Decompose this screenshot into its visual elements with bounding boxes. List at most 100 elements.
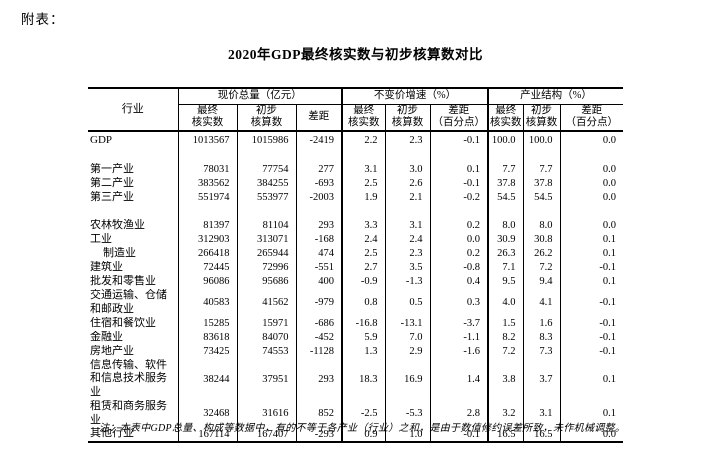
sub-header-cell: 差距 （百分点） (429, 104, 489, 132)
value-cell: 78031 (177, 163, 237, 177)
appendix-label: 附表： (21, 12, 65, 27)
value-cell: 16.5 (522, 427, 561, 442)
value-cell: 0.0 (559, 191, 624, 205)
industry-label: 第三产业 (90, 191, 134, 204)
value-cell: 3.0 (384, 163, 430, 177)
value-cell: 74553 (236, 344, 296, 359)
sub-header-cell: 差距 （百分点） (559, 104, 624, 132)
value-cell: -0.1 (559, 316, 624, 331)
sub-header-cell: 初步 核算数 (522, 104, 561, 132)
value-cell (295, 205, 342, 219)
value-cell: -5.3 (384, 399, 430, 428)
value-cell: -0.1 (559, 261, 624, 275)
value-cell: -1.6 (429, 344, 489, 359)
value-cell: 1.5 (487, 316, 524, 331)
industry-label: 制造业 (103, 247, 136, 260)
value-cell: 553977 (236, 191, 296, 205)
value-cell: 100.0 (487, 131, 524, 149)
value-cell: 2.9 (384, 344, 430, 359)
value-cell (295, 149, 342, 163)
value-cell (429, 205, 489, 219)
value-cell: -293 (295, 427, 342, 442)
value-cell: 38244 (177, 358, 237, 400)
group-header-industry-structure: 产业结构（%） (487, 88, 624, 105)
value-cell: 3.1 (341, 163, 385, 177)
value-cell: 8.0 (487, 219, 524, 233)
industry-label: GDP (90, 133, 113, 146)
table-row: 信息传输、软件和信息技术服务业 38244 37951 293 18.3 16.9 1.4 3… (88, 358, 624, 400)
value-cell: 0.0 (559, 219, 624, 233)
value-cell: 31616 (236, 399, 296, 428)
value-cell: 5.9 (341, 330, 385, 345)
value-cell: 167407 (236, 427, 296, 442)
value-cell: 2.5 (341, 177, 385, 191)
value-cell: -13.1 (384, 316, 430, 331)
value-cell: 0.2 (429, 247, 489, 261)
value-cell: 96086 (177, 275, 237, 289)
value-cell: 0.1 (559, 358, 624, 400)
value-cell: 0.4 (429, 275, 489, 289)
value-cell: 7.3 (522, 344, 561, 359)
value-cell: 81397 (177, 219, 237, 233)
value-cell: 8.0 (522, 219, 561, 233)
gdp-comparison-table-wrap: 行业 现价总量（亿元） 不变价增速（%） 产业结构（%） 最终 核实数 初步 核算… (88, 87, 624, 443)
value-cell: 8.2 (487, 330, 524, 345)
value-cell: 1.3 (341, 344, 385, 359)
value-cell: 0.0 (559, 427, 624, 442)
value-cell: 2.3 (384, 247, 430, 261)
value-cell: 7.2 (522, 261, 561, 275)
value-cell: 265944 (236, 247, 296, 261)
value-cell: -2.5 (341, 399, 385, 428)
table-row: 房地产业 73425 74553 -1128 1.3 2.9 -1.6 7.2 7.3 -0.1 (88, 344, 624, 359)
value-cell (487, 149, 524, 163)
value-cell: 0.2 (429, 219, 489, 233)
group-header-current-price-total: 现价总量（亿元） (177, 88, 342, 105)
industry-label: 建筑业 (90, 261, 123, 274)
value-cell: 2.4 (384, 233, 430, 247)
value-cell (341, 149, 385, 163)
value-cell: -1128 (295, 344, 342, 359)
value-cell: -686 (295, 316, 342, 331)
value-cell: 0.0 (559, 163, 624, 177)
value-cell: 2.3 (384, 131, 430, 149)
value-cell: 3.5 (384, 261, 430, 275)
table-row: 建筑业 72445 72996 -551 2.7 3.5 -0.8 7.1 7.2 -0.1 (88, 261, 624, 275)
value-cell: 1.6 (522, 316, 561, 331)
value-cell: -0.1 (429, 427, 489, 442)
value-cell: 2.8 (429, 399, 489, 428)
value-cell: -168 (295, 233, 342, 247)
value-cell: 18.3 (341, 358, 385, 400)
value-cell: 72996 (236, 261, 296, 275)
value-cell (384, 149, 430, 163)
value-cell: -693 (295, 177, 342, 191)
value-cell: 277 (295, 163, 342, 177)
value-cell: -0.2 (429, 191, 489, 205)
value-cell: 0.5 (384, 289, 430, 317)
industry-label: 交通运输、仓储和邮政业 (90, 289, 167, 315)
table-row: 农林牧渔业 81397 81104 293 3.3 3.1 0.2 8.0 8.0 0.0 (88, 219, 624, 233)
value-cell: 1015986 (236, 131, 296, 149)
value-cell: 72445 (177, 261, 237, 275)
table-note: 注：本表中GDP总量、构成等数据中，有的不等于各产业（行业）之和，是由于数值修约… (99, 423, 626, 434)
value-cell: 0.1 (429, 163, 489, 177)
table-row: 住宿和餐饮业 15285 15971 -686 -16.8 -13.1 -3.7 1.5 1.6… (88, 316, 624, 331)
value-cell: 26.3 (487, 247, 524, 261)
value-cell: 2.6 (384, 177, 430, 191)
value-cell: 3.2 (487, 399, 524, 428)
value-cell (429, 149, 489, 163)
value-cell: 7.0 (384, 330, 430, 345)
industry-label (88, 205, 178, 219)
value-cell: 400 (295, 275, 342, 289)
value-cell: -0.1 (429, 177, 489, 191)
value-cell: 8.3 (522, 330, 561, 345)
value-cell: 852 (295, 399, 342, 428)
sub-header-cell: 最终 核实数 (341, 104, 385, 132)
value-cell: 7.7 (522, 163, 561, 177)
value-cell (341, 205, 385, 219)
value-cell: 7.2 (487, 344, 524, 359)
industry-label: 批发和零售业 (90, 275, 156, 288)
value-cell: 383562 (177, 177, 237, 191)
table-row: GDP 1013567 1015986 -2419 2.2 2.3 -0.1 100.0 100… (88, 131, 624, 149)
value-cell: 15285 (177, 316, 237, 331)
value-cell: 3.1 (384, 219, 430, 233)
